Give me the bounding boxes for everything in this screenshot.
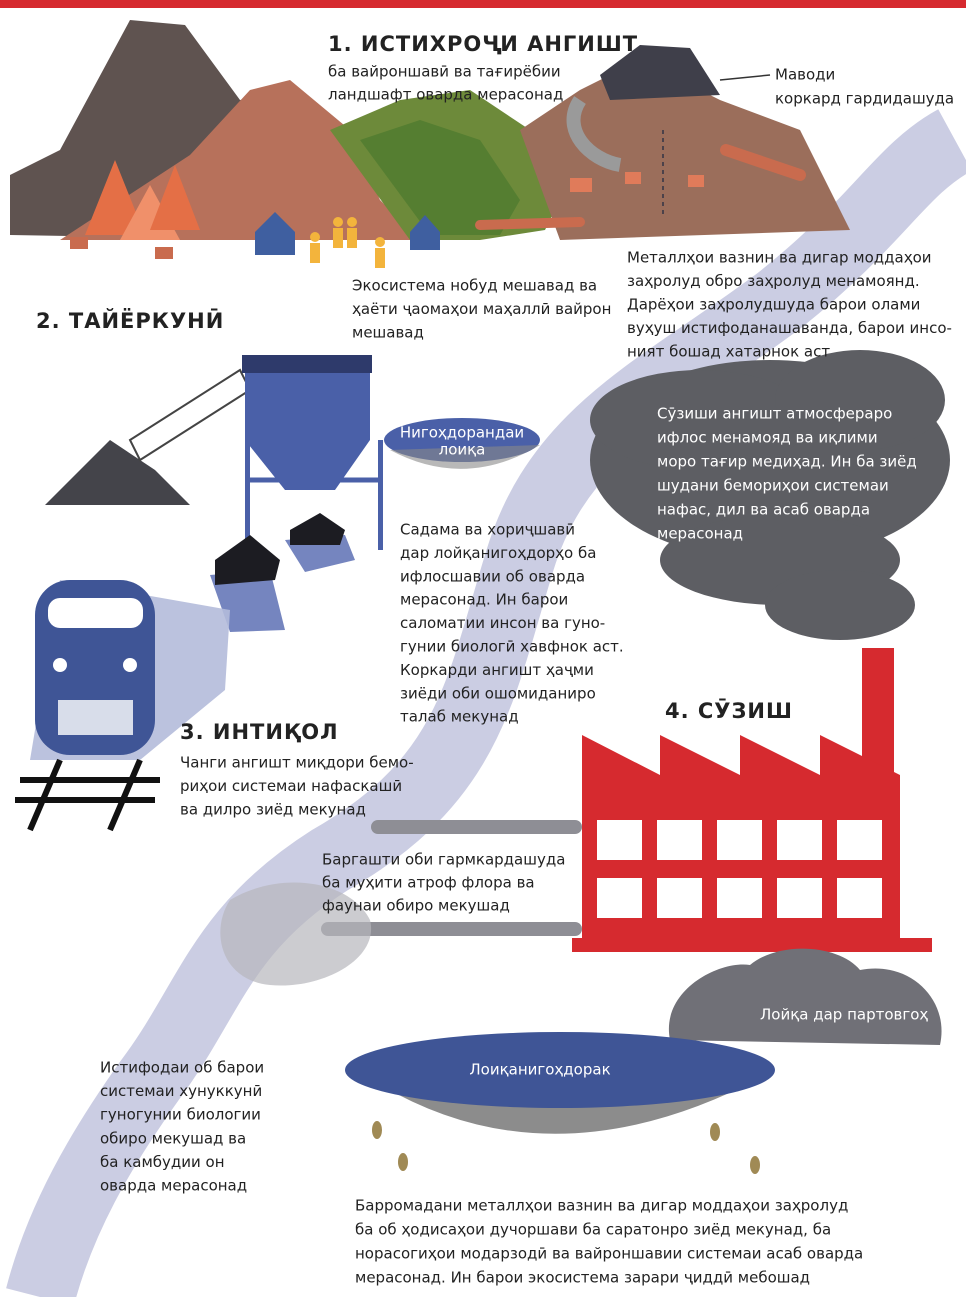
step-title: 2. ТАЙЁРКУНӢ [36,308,224,333]
note: мешавад [352,324,424,342]
note: коркард гардидашуда [775,90,954,108]
note: ҳаёти ҷаомаҳои маҳаллӣ вайрон [352,300,611,318]
note: ба об ҳодисаҳои дучоршави ба саратонро з… [355,1221,831,1239]
note: Лоиқанигоҳдорак [469,1061,610,1079]
note: обиро мекушад ва [100,1129,246,1147]
note: ният бошад хатарнок аст [627,343,830,361]
note: Барромадани металлҳои вазнин ва дигар мо… [355,1197,848,1215]
note: Лойқа дар партовгоҳ [760,1006,928,1024]
note: Садама ва хориҷшавӣ [400,521,575,539]
smoke-cloud [590,350,950,640]
infographic: 1. ИСТИХРОҶИ АНГИШТ 2. ТАЙЁРКУНӢ 3. ИНТИҚО… [0,0,966,1297]
note: Сӯзиши ангишт атмосфераро [657,405,892,423]
step-title: 1. ИСТИХРОҶИ АНГИШТ [328,32,638,56]
top-bar [0,0,966,8]
note: Нигоҳдорандаи [400,424,524,442]
note: мерасонад. Ин барои экосистема зарари ҷи… [355,1269,810,1287]
note: заҳролуд обро заҳролуд менамоянд. [627,272,920,290]
note: дар лойқанигоҳдорҳо ба [400,544,596,562]
note: ифлос менамояд ва иқлими [657,429,878,447]
note: ба камбудии он [100,1153,225,1171]
note: ба муҳити атроф флора ва [322,874,535,892]
note: Истифодаи об барои [100,1059,264,1077]
note: Экосистема нобуд мешавад ва [352,277,597,295]
note: фаунаи обиро мекушад [322,897,510,915]
note: зиёди оби ошомиданиро [400,684,596,702]
note: мерасонад [657,525,743,543]
note: Маводи [775,66,835,84]
note: Коркарди ангишт ҳаҷми [400,661,594,679]
note: оварда мерасонад [100,1177,247,1195]
note: системаи хунуккунӣ [100,1082,262,1100]
step-title: 4. СӮЗИШ [665,698,793,723]
note: Металлҳои вазнин ва дигар моддаҳои [627,249,932,267]
note: саломатии инсон ва гуно- [400,614,605,632]
note: лоиқа [439,441,486,459]
step-title: 3. ИНТИҚОЛ [180,720,339,744]
note: шудани бемориҳои системаи [657,477,889,495]
note: талаб мекунад [400,708,519,726]
step-subtitle: Чанги ангишт миқдори бемо- [180,754,414,772]
mine-landscape [10,20,850,268]
note: Дарёҳои заҳролудшуда барои олами [627,296,920,314]
note: вуҳуш истифоданашаванда, барои инсо- [627,319,952,337]
note: мерасонад. Ин барои [400,591,568,609]
note: ифлосшавии об оварда [400,567,585,585]
step-subtitle: риҳои системаи нафаскашӣ [180,777,402,795]
sludge-pond [345,1032,775,1174]
step-subtitle: ба вайроншавӣ ва тағирёбии [328,63,561,81]
note: гунии биологӣ хавфнок аст. [400,638,624,656]
note: гуногунии биологии [100,1106,261,1124]
note: Баргашти оби гармкардашуда [322,851,565,869]
step-subtitle: ландшафт оварда мерасонад [328,86,563,104]
note: норасогиҳои модарзодӣ ва вайроншавии сис… [355,1245,863,1263]
note: моро тағир медиҳад. Ин ба зиёд [657,453,917,471]
step-subtitle: ва дилро зиёд мекунад [180,801,366,819]
note: нафас, дил ва асаб оварда [657,501,870,519]
